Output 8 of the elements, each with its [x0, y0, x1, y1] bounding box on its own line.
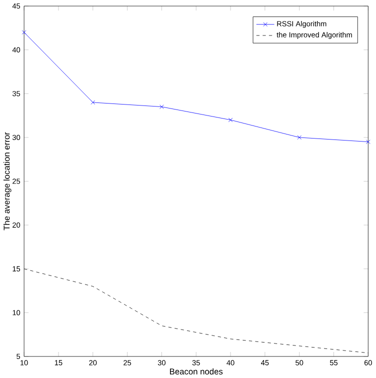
- x-axis-title: Beacon nodes: [170, 368, 223, 375]
- point: [297, 135, 302, 140]
- point: [160, 104, 164, 109]
- point: [228, 118, 233, 122]
- point: [22, 30, 26, 34]
- point: [366, 140, 370, 144]
- point: [90, 100, 96, 105]
- y-axis-title: The average location error: [4, 132, 12, 230]
